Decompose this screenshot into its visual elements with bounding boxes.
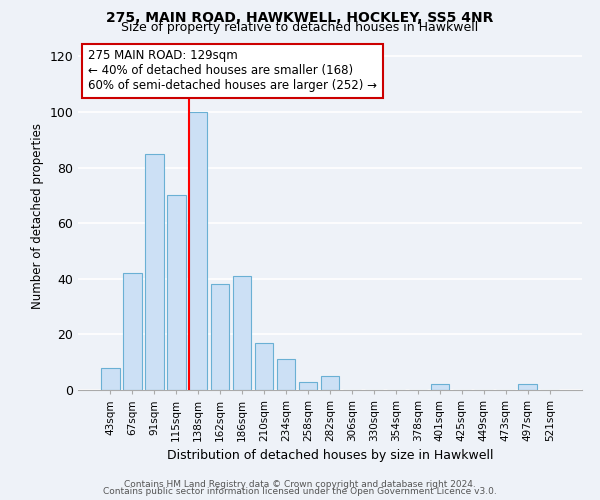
Text: 275, MAIN ROAD, HAWKWELL, HOCKLEY, SS5 4NR: 275, MAIN ROAD, HAWKWELL, HOCKLEY, SS5 4… (106, 11, 494, 25)
Bar (255, 342, 274, 390)
Bar (211, 284, 229, 390)
Bar (101, 368, 119, 390)
Bar (431, 384, 449, 390)
Bar (233, 276, 251, 390)
Y-axis label: Number of detached properties: Number of detached properties (31, 123, 44, 309)
Bar (167, 196, 185, 390)
Bar (320, 376, 340, 390)
Bar (277, 360, 295, 390)
Text: Contains HM Land Registry data © Crown copyright and database right 2024.: Contains HM Land Registry data © Crown c… (124, 480, 476, 489)
Bar (145, 154, 164, 390)
Bar (189, 112, 208, 390)
Text: 275 MAIN ROAD: 129sqm
← 40% of detached houses are smaller (168)
60% of semi-det: 275 MAIN ROAD: 129sqm ← 40% of detached … (88, 50, 377, 92)
Bar (123, 273, 142, 390)
Bar (299, 382, 317, 390)
X-axis label: Distribution of detached houses by size in Hawkwell: Distribution of detached houses by size … (167, 450, 493, 462)
Bar (518, 384, 537, 390)
Text: Size of property relative to detached houses in Hawkwell: Size of property relative to detached ho… (121, 21, 479, 34)
Text: Contains public sector information licensed under the Open Government Licence v3: Contains public sector information licen… (103, 487, 497, 496)
